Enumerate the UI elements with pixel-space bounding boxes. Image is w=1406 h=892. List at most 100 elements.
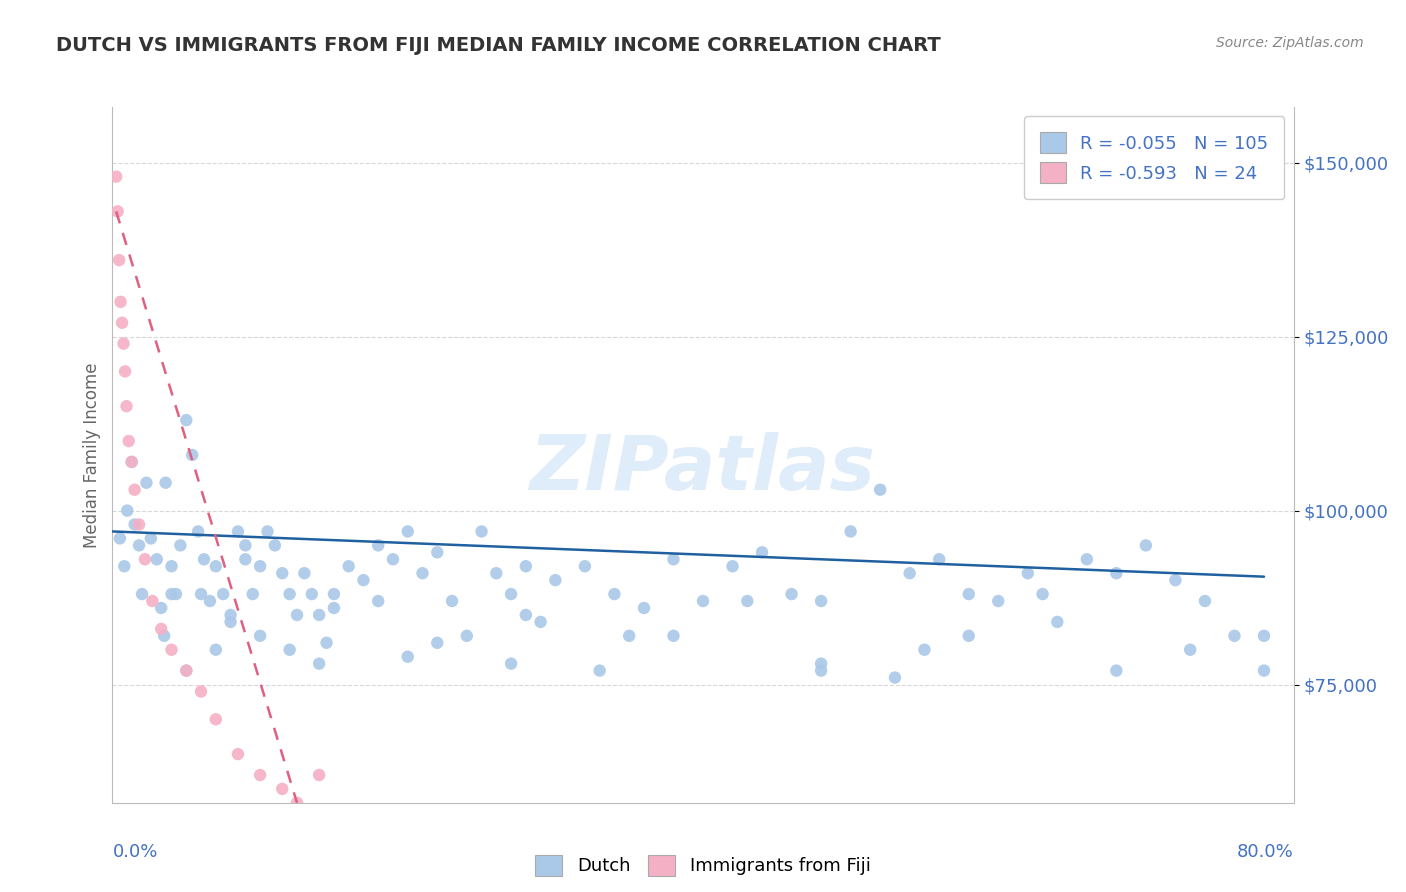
Point — [529, 615, 551, 629]
Point — [1032, 587, 1054, 601]
Point — [1180, 642, 1202, 657]
Point — [721, 559, 744, 574]
Point — [470, 524, 494, 539]
Point — [128, 538, 150, 552]
Text: 80.0%: 80.0% — [1237, 843, 1294, 861]
Point — [928, 552, 950, 566]
Point — [1253, 664, 1275, 678]
Text: ZIPatlas: ZIPatlas — [530, 432, 876, 506]
Point — [1194, 594, 1216, 608]
Point — [737, 594, 759, 608]
Point — [898, 566, 921, 581]
Point — [115, 399, 138, 413]
Point — [957, 587, 980, 601]
Point — [352, 573, 374, 587]
Point — [456, 629, 478, 643]
Point — [957, 629, 980, 643]
Point — [1135, 538, 1157, 552]
Point — [146, 552, 169, 566]
Point — [187, 524, 209, 539]
Point — [128, 517, 150, 532]
Point — [174, 413, 197, 427]
Point — [205, 712, 228, 726]
Point — [751, 545, 773, 559]
Text: Source: ZipAtlas.com: Source: ZipAtlas.com — [1216, 36, 1364, 50]
Point — [169, 538, 191, 552]
Point — [278, 587, 301, 601]
Point — [174, 664, 197, 678]
Point — [426, 545, 449, 559]
Point — [112, 336, 135, 351]
Point — [155, 475, 177, 490]
Point — [1017, 566, 1039, 581]
Point — [315, 636, 337, 650]
Point — [662, 629, 685, 643]
Point — [323, 587, 346, 601]
Point — [619, 629, 641, 643]
Point — [662, 552, 685, 566]
Point — [692, 594, 714, 608]
Point — [515, 559, 537, 574]
Point — [515, 607, 537, 622]
Point — [308, 657, 330, 671]
Y-axis label: Median Family Income: Median Family Income — [83, 362, 101, 548]
Point — [153, 629, 176, 643]
Point — [219, 607, 242, 622]
Point — [160, 559, 183, 574]
Point — [118, 434, 141, 448]
Point — [233, 538, 256, 552]
Point — [219, 615, 242, 629]
Point — [107, 204, 129, 219]
Point — [544, 573, 567, 587]
Point — [108, 532, 131, 546]
Point — [337, 559, 360, 574]
Point — [367, 538, 389, 552]
Point — [190, 587, 212, 601]
Point — [501, 657, 523, 671]
Point — [285, 607, 308, 622]
Point — [501, 587, 523, 601]
Point — [205, 642, 228, 657]
Point — [233, 552, 256, 566]
Legend: R = -0.055   N = 105, R = -0.593   N = 24: R = -0.055 N = 105, R = -0.593 N = 24 — [1024, 116, 1285, 199]
Point — [135, 475, 157, 490]
Point — [139, 532, 162, 546]
Point — [485, 566, 508, 581]
Point — [396, 524, 419, 539]
Point — [105, 169, 128, 184]
Point — [780, 587, 803, 601]
Point — [574, 559, 596, 574]
Point — [810, 594, 832, 608]
Point — [160, 587, 183, 601]
Point — [110, 294, 132, 309]
Point — [212, 587, 235, 601]
Point — [1105, 566, 1128, 581]
Text: DUTCH VS IMMIGRANTS FROM FIJI MEDIAN FAMILY INCOME CORRELATION CHART: DUTCH VS IMMIGRANTS FROM FIJI MEDIAN FAM… — [56, 36, 941, 54]
Point — [190, 684, 212, 698]
Point — [810, 657, 832, 671]
Point — [117, 503, 138, 517]
Point — [1164, 573, 1187, 587]
Point — [124, 517, 146, 532]
Point — [174, 664, 197, 678]
Point — [1253, 629, 1275, 643]
Point — [603, 587, 626, 601]
Point — [108, 253, 131, 268]
Point — [249, 559, 271, 574]
Point — [205, 559, 228, 574]
Point — [396, 649, 419, 664]
Point — [121, 455, 143, 469]
Point — [308, 607, 330, 622]
Point — [839, 524, 862, 539]
Point — [198, 594, 221, 608]
Point — [226, 524, 249, 539]
Point — [869, 483, 891, 497]
Point — [810, 664, 832, 678]
Point — [1105, 664, 1128, 678]
Point — [884, 671, 907, 685]
Point — [134, 552, 156, 566]
Point — [160, 642, 183, 657]
Point — [271, 566, 294, 581]
Point — [441, 594, 464, 608]
Point — [1076, 552, 1098, 566]
